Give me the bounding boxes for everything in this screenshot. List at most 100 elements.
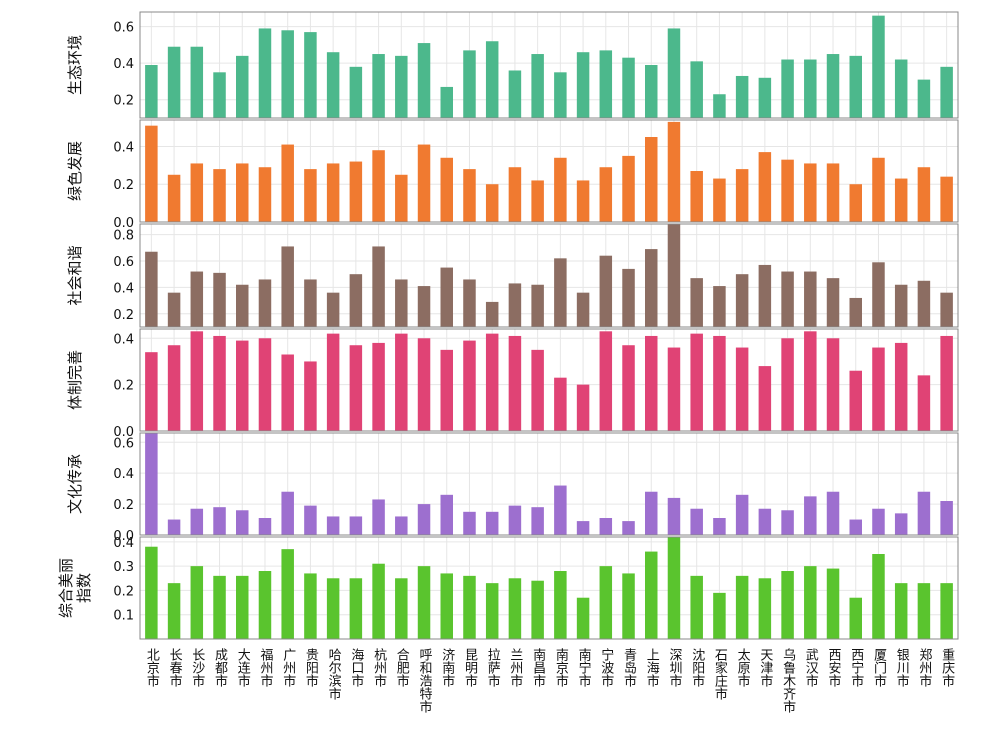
y-tick-label: 0.6	[113, 21, 134, 36]
bar-2-18	[531, 180, 544, 222]
bar-3-21	[599, 255, 613, 327]
x-tick-label: 天津市	[757, 648, 773, 687]
bar-6-7	[281, 549, 294, 639]
bar-3-10	[349, 274, 363, 327]
bar-4-23	[645, 335, 658, 431]
bar-5-2	[167, 519, 181, 535]
bar-2-8	[304, 169, 317, 222]
bar-5-17	[508, 505, 522, 535]
bar-6-20	[576, 597, 590, 639]
bar-1-18	[531, 54, 544, 118]
bar-2-3	[190, 163, 204, 222]
bar-5-9	[326, 516, 340, 535]
y-tick-label: 0.3	[113, 560, 134, 575]
bar-5-30	[804, 496, 817, 535]
bar-1-16	[485, 41, 499, 118]
bar-6-6	[258, 571, 272, 639]
panel-frame	[139, 223, 959, 328]
bar-4-4	[213, 335, 226, 431]
bar-1-5	[236, 55, 249, 118]
bar-2-12	[395, 174, 408, 222]
bar-4-25	[690, 333, 703, 431]
bar-4-19	[554, 377, 567, 431]
bar-1-1	[145, 65, 158, 118]
bar-2-29	[781, 159, 794, 222]
bar-5-32	[849, 519, 862, 535]
bar-5-27	[735, 494, 749, 535]
bar-6-28	[758, 578, 772, 639]
bar-2-6	[258, 167, 272, 222]
bar-3-2	[167, 292, 181, 327]
bar-2-22	[622, 155, 635, 222]
x-tick-label: 南京市	[553, 647, 569, 687]
panel-ylabel: 体制完善	[66, 350, 84, 410]
bar-6-1	[145, 546, 158, 639]
bar-2-13	[417, 144, 431, 222]
y-tick-label: 0.6	[113, 436, 134, 451]
bar-6-4	[213, 575, 226, 639]
bar-3-26	[713, 286, 726, 327]
x-tick-label: 南昌市	[530, 647, 546, 687]
bar-1-8	[304, 32, 317, 118]
bar-5-28	[758, 508, 772, 535]
bar-6-17	[508, 578, 522, 639]
bar-2-11	[372, 150, 385, 222]
x-tick-label: 重庆市	[939, 647, 955, 687]
bar-1-21	[599, 50, 613, 118]
bar-4-17	[508, 335, 522, 431]
bar-6-12	[395, 578, 408, 639]
panel-ylabel: 生态环境	[66, 35, 84, 95]
y-tick-label: 0.8	[113, 229, 134, 244]
bar-1-27	[735, 75, 749, 118]
bar-2-20	[576, 180, 590, 222]
bar-2-19	[554, 157, 567, 222]
y-tick-label: 0.2	[113, 178, 134, 193]
bar-6-31	[826, 568, 840, 639]
bar-2-23	[645, 137, 658, 222]
bar-2-30	[804, 163, 817, 222]
x-tick-label: 长春市	[167, 648, 183, 687]
x-tick-label: 厦门市	[871, 648, 887, 687]
bar-4-29	[781, 338, 794, 431]
bar-4-16	[485, 333, 499, 431]
bar-1-19	[554, 72, 567, 118]
bar-5-5	[236, 510, 249, 535]
x-tick-label: 大连市	[235, 648, 251, 687]
bar-4-10	[349, 345, 363, 431]
bar-5-18	[531, 507, 544, 535]
x-tick-label: 呼和浩特市	[417, 648, 433, 713]
panel-1: 0.2 0.4 0.6 生态环境	[66, 11, 959, 119]
bar-3-29	[781, 271, 794, 327]
bar-5-15	[463, 511, 476, 535]
bar-6-9	[326, 578, 340, 639]
bar-2-34	[894, 178, 908, 222]
bar-3-8	[304, 279, 317, 327]
bar-3-24	[667, 224, 681, 327]
bar-2-7	[281, 144, 294, 222]
bar-6-23	[645, 551, 658, 639]
bar-5-3	[190, 508, 204, 535]
y-tick-label: 0.2	[113, 308, 134, 323]
bar-1-17	[508, 70, 522, 118]
bar-5-26	[713, 518, 726, 535]
bar-6-3	[190, 566, 204, 639]
bar-2-33	[872, 157, 885, 222]
bar-1-33	[872, 15, 885, 118]
bar-1-36	[940, 66, 953, 118]
y-tick-label: 0.4	[113, 467, 134, 482]
panel-ylabel: 综合美丽指数	[57, 558, 93, 618]
x-tick-label: 上海市	[644, 648, 660, 687]
bar-5-24	[667, 497, 681, 535]
bar-1-24	[667, 28, 681, 119]
x-tick-label: 兰州市	[507, 648, 523, 687]
y-tick-label: 0.2	[113, 584, 134, 599]
y-tick-label: 0.2	[113, 498, 134, 513]
bar-1-2	[167, 46, 181, 118]
bar-6-11	[372, 563, 385, 639]
x-axis-labels: 北京市 长春市 长沙市 成都市 大连市 福州市 广州市 贵阳市 哈尔滨市 海口市 杭州市 合肥市 呼和浩…	[144, 647, 955, 713]
x-tick-label: 成都市	[212, 648, 228, 687]
x-tick-label: 西宁市	[848, 648, 864, 687]
bar-2-5	[236, 163, 249, 222]
bar-1-26	[713, 94, 726, 118]
